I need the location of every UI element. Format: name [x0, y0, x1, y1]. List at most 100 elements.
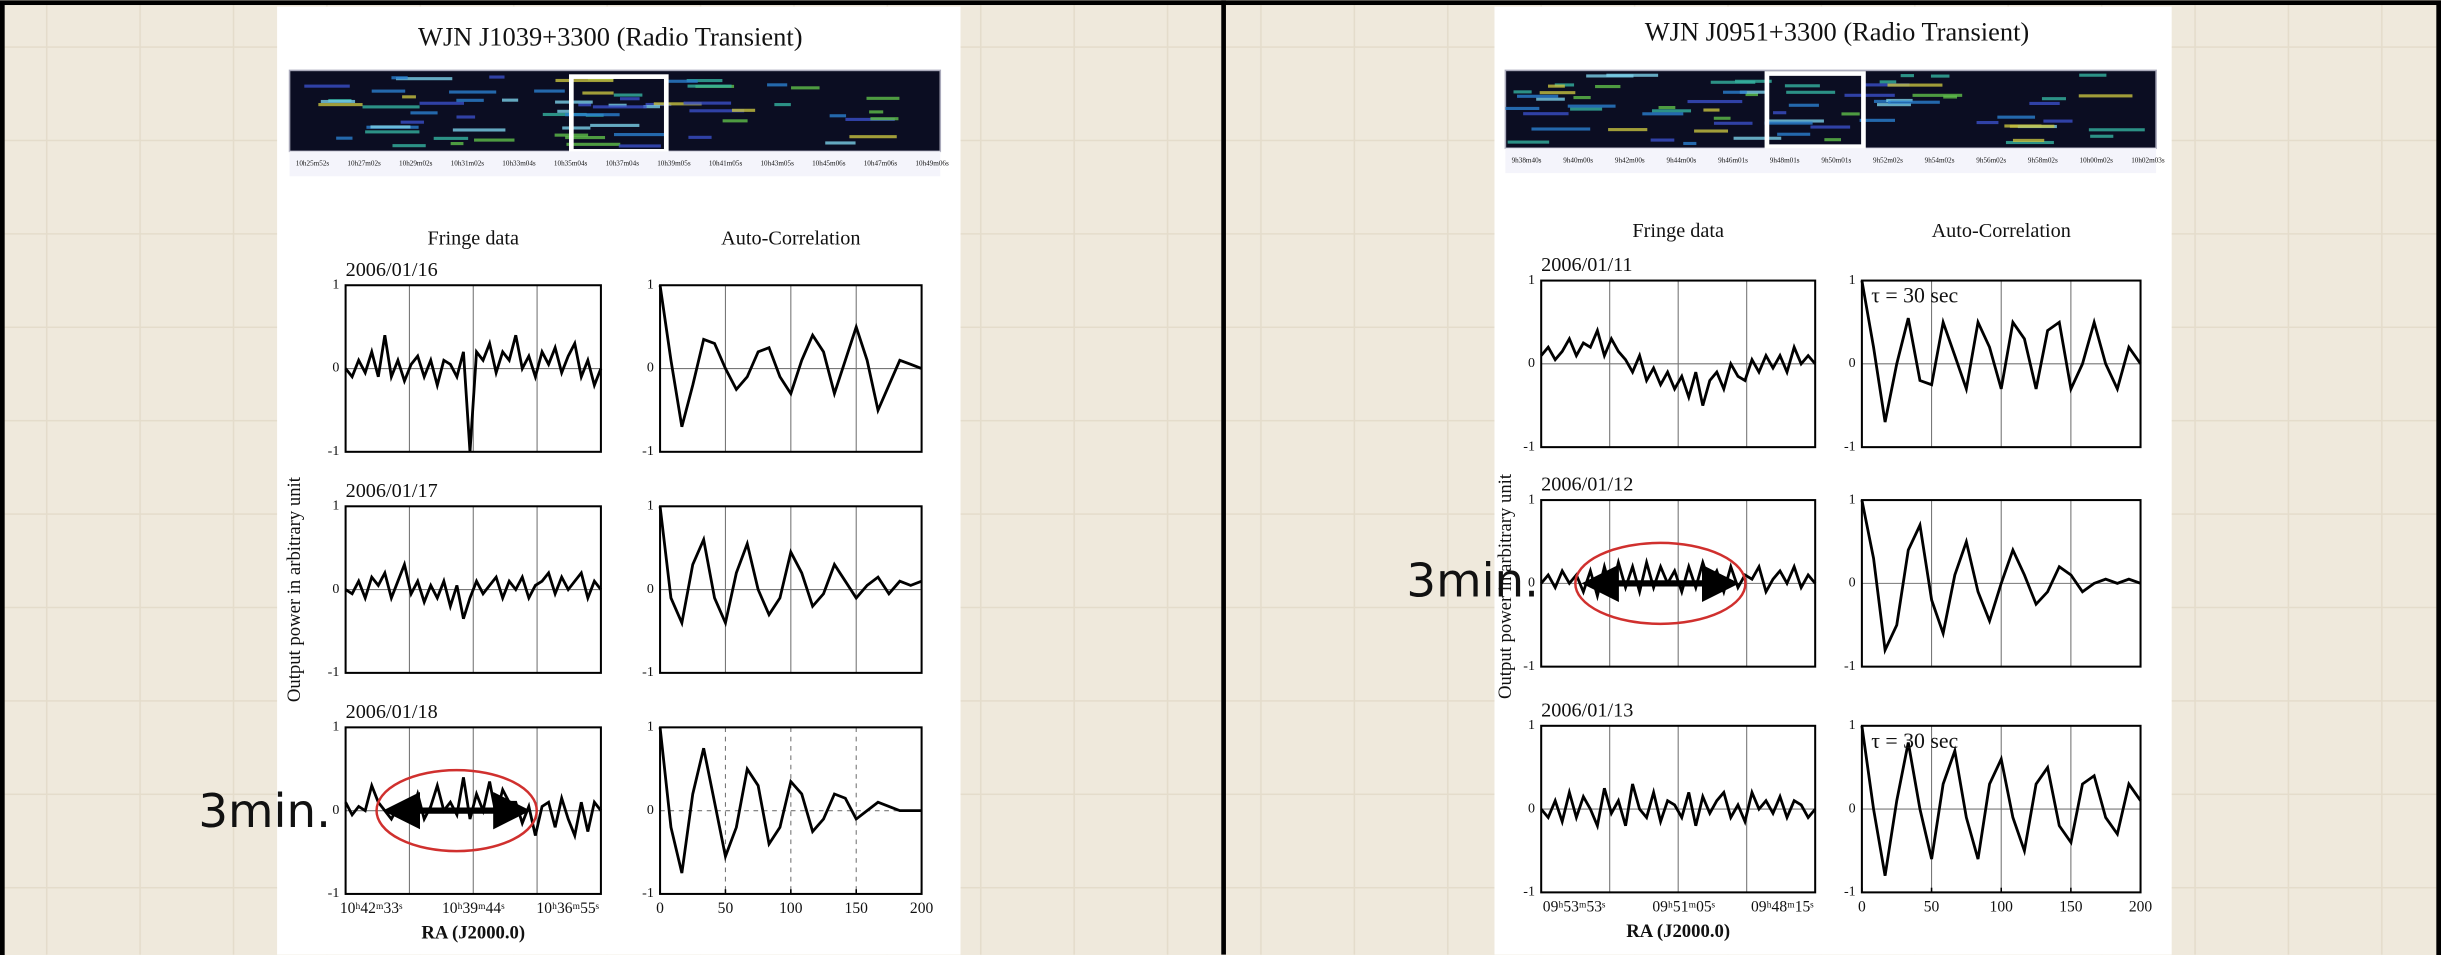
waterfall-tick-label: 9h54m02s — [1925, 156, 1955, 164]
waterfall-streak — [372, 90, 405, 93]
waterfall-tick-label: 10h47m06s — [864, 159, 898, 167]
y-tick-label: 1 — [647, 277, 654, 292]
waterfall-streak — [562, 126, 590, 129]
waterfall-streak — [1711, 81, 1756, 84]
y-tick-label: -1 — [328, 444, 340, 459]
waterfall-tick-label: 10h43m05s — [760, 159, 794, 167]
waterfall-streak — [321, 100, 355, 103]
waterfall-streak — [825, 141, 855, 144]
waterfall-tick-label: 10h45m06s — [812, 159, 846, 167]
waterfall-streak — [534, 90, 565, 93]
y-tick-label: -1 — [1844, 659, 1856, 674]
y-tick-label: 0 — [647, 803, 654, 818]
y-tick-label: 1 — [1849, 492, 1856, 507]
waterfall-streak — [1514, 90, 1532, 93]
waterfall-streak — [1723, 91, 1747, 94]
waterfall-streak — [453, 128, 506, 131]
waterfall-streak — [304, 85, 349, 88]
waterfall-tick-label: 9h56m02s — [1976, 156, 2006, 164]
waterfall-streak — [449, 90, 496, 93]
waterfall-tick-label: 10h49m06s — [915, 159, 949, 167]
waterfall-streak — [2079, 94, 2133, 97]
waterfall-streak — [767, 83, 787, 86]
waterfall-streak — [2089, 128, 2145, 131]
waterfall-streak — [614, 133, 666, 136]
date-label: 2006/01/18 — [346, 701, 438, 723]
waterfall-streak — [489, 75, 504, 78]
waterfall-tick-label: 9h42m00s — [1615, 156, 1645, 164]
annotation: 3min. — [198, 785, 331, 839]
x-tick-label: 09ʰ48ᵐ15ˢ — [1751, 899, 1814, 916]
y-tick-label: -1 — [642, 886, 654, 901]
waterfall-streak — [1824, 138, 1841, 141]
date-label: 2006/01/12 — [1541, 474, 1633, 496]
waterfall-streak — [1652, 109, 1691, 112]
waterfall-tick-label: 9h46m01s — [1718, 156, 1748, 164]
waterfall-streak — [1997, 116, 2035, 119]
annotation: 3min. — [1406, 555, 1539, 609]
waterfall-tick-label: 10h31m02s — [451, 159, 485, 167]
y-tick-label: 0 — [1849, 801, 1856, 816]
waterfall-streak — [1540, 91, 1576, 94]
waterfall-streak — [1531, 127, 1590, 130]
waterfall-tick-label: 10h35m04s — [554, 159, 588, 167]
waterfall-streak — [365, 130, 419, 133]
waterfall-tick-label: 9h58m02s — [2028, 156, 2058, 164]
x-tick-label: 10ʰ42ᵐ33ˢ — [340, 900, 403, 917]
waterfall-streak — [1508, 141, 1550, 144]
waterfall-streak — [1568, 105, 1616, 108]
y-tick-label: 1 — [1849, 718, 1856, 733]
panel-title: WJN J1039+3300 (Radio Transient) — [418, 21, 803, 51]
waterfall-streak — [456, 115, 475, 118]
waterfall-streak — [1694, 129, 1728, 132]
waterfall-streak — [1810, 125, 1850, 128]
y-tick-label: 0 — [1528, 356, 1535, 371]
waterfall-streak — [578, 103, 591, 106]
waterfall-tick-label: 10h25m52s — [296, 159, 330, 167]
waterfall-streak — [1523, 112, 1568, 115]
waterfall-streak — [1977, 121, 1999, 124]
waterfall-streak — [2079, 74, 2106, 77]
waterfall-streak — [1505, 107, 1539, 110]
waterfall-streak — [451, 142, 464, 145]
waterfall-tick-label: 10h41m05s — [709, 159, 743, 167]
waterfall-tick-label: 10h39m05s — [657, 159, 691, 167]
column-header: Auto-Correlation — [1932, 220, 2071, 242]
waterfall-streak — [1789, 104, 1819, 107]
panel-title: WJN J0951+3300 (Radio Transient) — [1645, 17, 2030, 47]
x-tick-label: 50 — [1924, 899, 1940, 916]
y-tick-label: -1 — [1523, 885, 1535, 900]
date-label: 2006/01/11 — [1541, 254, 1632, 276]
y-tick-label: -1 — [642, 444, 654, 459]
waterfall-streak — [1548, 85, 1565, 88]
waterfall-streak — [566, 143, 620, 146]
x-tick-label: 10ʰ36ᵐ55ˢ — [536, 900, 599, 917]
y-tick-label: 0 — [1849, 576, 1856, 591]
waterfall-streak — [1573, 96, 1590, 99]
y-tick-label: -1 — [328, 886, 340, 901]
waterfall-streak — [318, 103, 362, 106]
waterfall-streak — [1880, 80, 1897, 83]
waterfall-streak — [2090, 135, 2113, 138]
x-axis-label: RA (J2000.0) — [1626, 921, 1730, 942]
waterfall-streak — [1901, 74, 1914, 77]
waterfall-streak — [723, 119, 748, 122]
x-tick-label: 100 — [1990, 899, 2014, 916]
y-tick-label: 1 — [1528, 492, 1535, 507]
y-tick-label: 0 — [1528, 801, 1535, 816]
x-tick-label: 0 — [656, 900, 664, 917]
waterfall-streak — [791, 86, 820, 89]
y-tick-label: 0 — [332, 582, 339, 597]
page: {"panels":[ {"title":"WJN J1039+3300 (Ra… — [0, 0, 2441, 955]
y-tick-label: -1 — [1523, 659, 1535, 674]
y-tick-label: 1 — [332, 499, 339, 514]
waterfall-streak — [1913, 94, 1963, 97]
waterfall-streak — [555, 101, 593, 104]
waterfall-streak — [1777, 133, 1810, 136]
waterfall-streak — [867, 97, 900, 100]
waterfall-streak — [1595, 85, 1620, 88]
date-label: 2006/01/16 — [346, 259, 438, 281]
waterfall-streak — [371, 125, 411, 128]
y-tick-label: 0 — [647, 582, 654, 597]
x-tick-label: 0 — [1858, 899, 1866, 916]
